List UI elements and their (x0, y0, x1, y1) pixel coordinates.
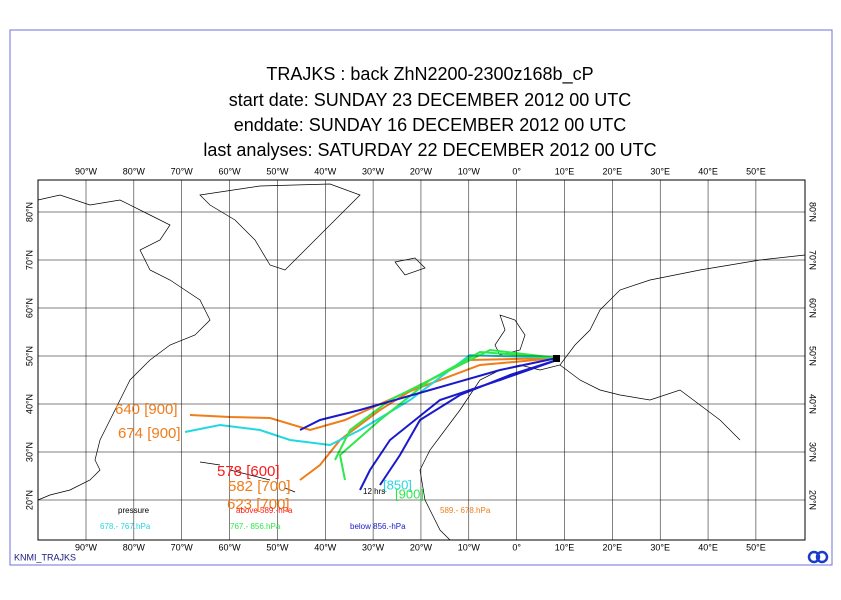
lat-label-right: 50°N (808, 346, 818, 366)
lon-label-top: 70°W (171, 166, 194, 176)
lat-label-left: 20°N (24, 490, 34, 510)
lon-label-bottom: 30°W (362, 542, 385, 552)
legend-entry: 589.- 678.hPa (440, 506, 491, 515)
lon-label-top: 90°W (75, 166, 98, 176)
lon-label-top: 30°W (362, 166, 385, 176)
ecmwf-logo (807, 550, 829, 564)
legend-entry: 678.- 767.hPa (100, 522, 151, 531)
lat-label-left: 70°N (24, 250, 34, 270)
lat-label-left: 60°N (24, 298, 34, 318)
trajectory-label: 623 [700] (227, 496, 290, 513)
title-line: last analyses: SATURDAY 22 DECEMBER 2012… (203, 140, 656, 160)
lon-label-bottom: 50°W (266, 542, 289, 552)
trajectory-label: 578 [600] (217, 463, 280, 480)
legend-entry: above 589.-hPa (236, 506, 293, 515)
lon-label-top: 40°W (314, 166, 337, 176)
lon-label-top: 10°E (555, 166, 575, 176)
lon-label-bottom: 40°E (698, 542, 718, 552)
lat-label-left: 30°N (24, 442, 34, 462)
lon-label-bottom: 50°E (746, 542, 766, 552)
lat-label-left: 40°N (24, 394, 34, 414)
lon-label-top: 80°W (123, 166, 146, 176)
trajectory-label: 582 [700] (228, 478, 291, 495)
lon-label-top: 60°W (218, 166, 241, 176)
legend-entry: 767.- 856.hPa (230, 522, 281, 531)
lon-label-bottom: 20°W (410, 542, 433, 552)
title-line: start date: SUNDAY 23 DECEMBER 2012 00 U… (229, 90, 632, 110)
lon-label-bottom: 30°E (650, 542, 670, 552)
lon-label-bottom: 60°W (218, 542, 241, 552)
lon-label-top: 20°W (410, 166, 433, 176)
footer: KNMI_TRAJKS (14, 552, 76, 562)
lat-label-right: 80°N (808, 202, 818, 222)
lat-label-left: 50°N (24, 346, 34, 366)
lon-label-bottom: 40°W (314, 542, 337, 552)
lat-label-right: 20°N (808, 490, 818, 510)
lat-label-left: 80°N (24, 202, 34, 222)
lat-label-right: 30°N (808, 442, 818, 462)
trajectories (184, 348, 558, 491)
lat-label-right: 70°N (808, 250, 818, 270)
lon-label-top: 50°E (746, 166, 766, 176)
lon-label-top: 30°E (650, 166, 670, 176)
lon-label-bottom: 70°W (171, 542, 194, 552)
lon-label-top: 10°W (458, 166, 481, 176)
lon-label-top: 20°E (603, 166, 623, 176)
legend-entry: below 856.-hPa (350, 522, 406, 531)
trajectory-label: [850] (383, 477, 412, 492)
trajectory-label: [900] (395, 486, 424, 501)
lon-label-bottom: 10°E (555, 542, 575, 552)
lon-label-bottom: 80°W (123, 542, 146, 552)
lon-label-bottom: 10°W (458, 542, 481, 552)
lon-label-top: 40°E (698, 166, 718, 176)
legend-entry: pressure (118, 506, 150, 515)
lat-label-right: 60°N (808, 298, 818, 318)
lon-label-bottom: 90°W (75, 542, 98, 552)
title-line: enddate: SUNDAY 16 DECEMBER 2012 00 UTC (234, 115, 627, 135)
title-line: TRAJKS : back ZhN2200-2300z168b_cP (266, 64, 593, 85)
lon-label-top: 50°W (266, 166, 289, 176)
lon-label-bottom: 20°E (603, 542, 623, 552)
frame (9, 29, 833, 566)
arrival-point (553, 355, 560, 362)
map-border (37, 179, 806, 541)
coastlines (37, 183, 806, 541)
lon-label-bottom: 0° (512, 542, 521, 552)
trajectory-label: 12 hrs (363, 487, 385, 496)
lat-label-right: 40°N (808, 394, 818, 414)
trajectory-label: 640 [900] (115, 401, 178, 418)
trajectory-label: 674 [900] (118, 425, 181, 442)
lon-label-top: 0° (512, 166, 521, 176)
